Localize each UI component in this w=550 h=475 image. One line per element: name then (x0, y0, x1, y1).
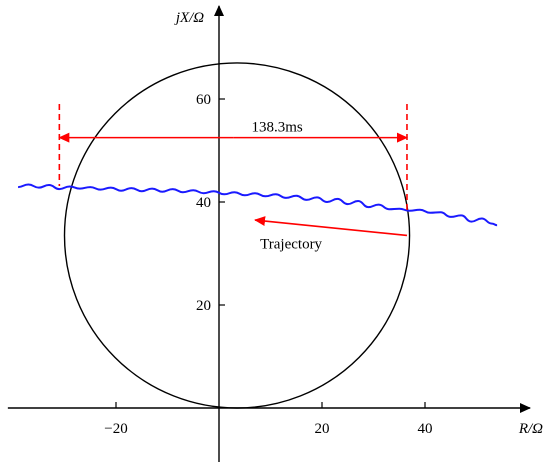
y-tick-label: 60 (196, 92, 211, 108)
x-tick-label: −20 (104, 421, 127, 437)
trajectory-line (18, 183, 498, 227)
x-tick-label: 20 (315, 421, 330, 437)
annotations: 138.3ms Trajectory (58, 104, 408, 252)
x-tick-label: 40 (418, 421, 433, 437)
y-axis-title: jX/Ω (174, 10, 204, 26)
trajectory-arrow (254, 216, 408, 237)
y-tick-label: 40 (196, 195, 211, 211)
axes: −20 20 40 20 40 60 R/Ω jX/Ω (7, 5, 543, 462)
impedance-circle (63, 62, 411, 409)
y-tick-label: 20 (196, 298, 211, 314)
duration-label: 138.3ms (252, 120, 303, 136)
x-axis-title: R/Ω (518, 421, 543, 437)
data-series (18, 62, 498, 409)
ticks: −20 20 40 20 40 60 (104, 92, 432, 437)
trajectory-label: Trajectory (260, 236, 322, 252)
